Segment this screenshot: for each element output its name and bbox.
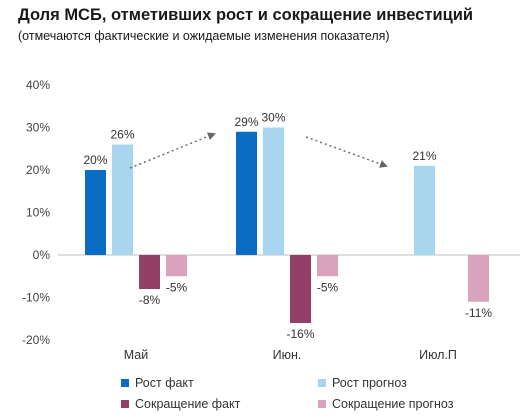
data-label: 20% <box>83 153 107 167</box>
chart-title: Доля МСБ, отметивших рост и сокращение и… <box>18 6 474 24</box>
data-label: 21% <box>412 149 436 163</box>
y-tick-label: 30% <box>26 121 50 135</box>
y-tick-label: 20% <box>26 163 50 177</box>
bar <box>290 255 311 323</box>
x-category-label: Июн. <box>273 348 302 362</box>
bar <box>112 144 133 255</box>
trend-arrow <box>305 136 388 168</box>
data-label: 26% <box>110 128 134 142</box>
bar <box>85 170 106 255</box>
trend-arrow <box>129 132 216 169</box>
data-label: -16% <box>286 327 314 341</box>
x-category-label: Май <box>124 348 149 362</box>
y-tick-label: 40% <box>26 78 50 92</box>
y-tick-label: 10% <box>26 206 50 220</box>
data-label: -11% <box>465 306 492 320</box>
y-tick-label: -20% <box>22 333 50 347</box>
bar <box>139 255 160 289</box>
bar <box>317 255 338 277</box>
y-tick-label: 0% <box>33 248 51 262</box>
data-label: -5% <box>317 280 339 294</box>
data-label: -5% <box>166 280 188 294</box>
chart-subtitle: (отмечаются фактические и ожидаемые изме… <box>18 29 390 43</box>
bar <box>414 165 435 255</box>
bar <box>263 127 284 255</box>
bar <box>468 255 489 302</box>
bar <box>166 255 187 277</box>
x-category-label: Июл.П <box>419 348 457 362</box>
y-tick-label: -10% <box>22 291 50 305</box>
data-label: 29% <box>234 115 258 129</box>
bar <box>236 131 257 255</box>
data-label: 30% <box>261 111 285 125</box>
data-label: -8% <box>139 293 161 307</box>
